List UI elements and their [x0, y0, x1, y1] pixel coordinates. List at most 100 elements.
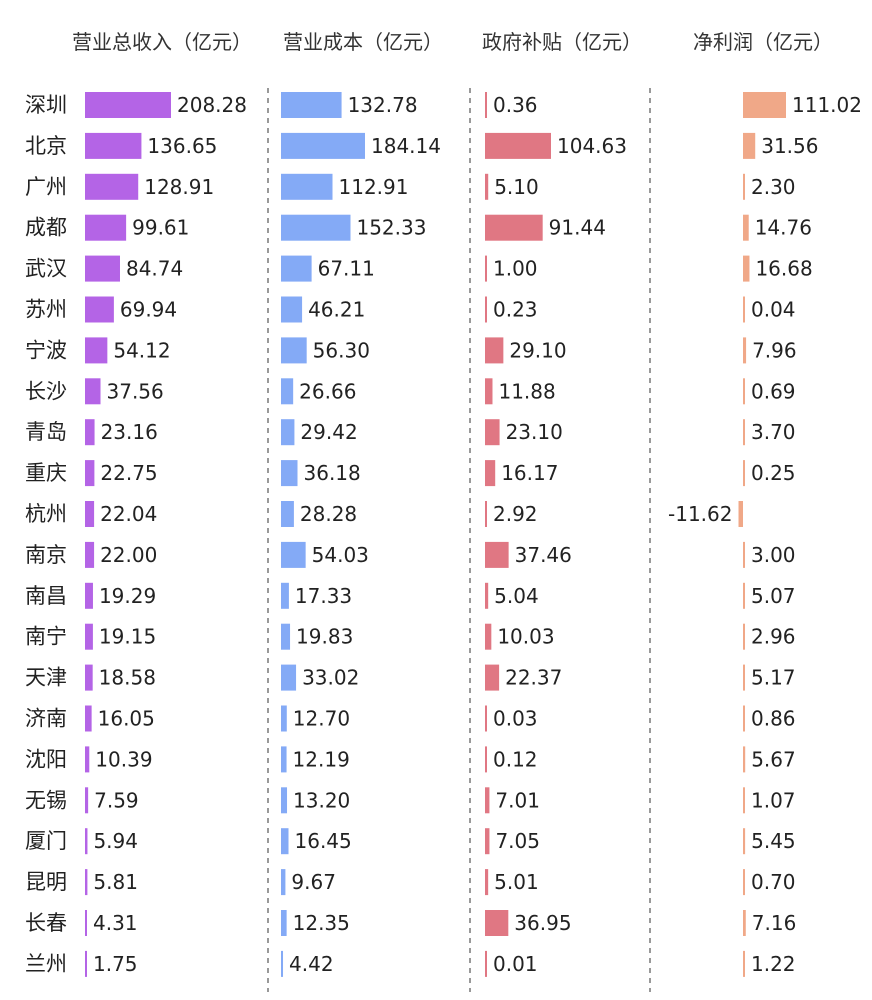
data-label-series-1: 19.29	[99, 584, 156, 608]
bar-series-2	[281, 664, 297, 691]
bar-series-3	[485, 664, 500, 691]
data-label-series-3: 36.95	[514, 911, 571, 935]
bar-series-1	[85, 828, 88, 855]
bar-series-4	[743, 296, 745, 323]
data-label-series-2: 184.14	[371, 134, 441, 158]
bar-series-1	[85, 746, 90, 773]
data-label-series-1: 18.58	[99, 666, 156, 690]
bar-series-3	[485, 92, 487, 118]
data-label-series-1: 22.00	[100, 543, 157, 567]
data-label-series-3: 0.01	[493, 952, 538, 976]
bar-series-2	[281, 623, 291, 650]
data-label-series-4: 16.68	[755, 257, 812, 281]
data-label-series-3: 23.10	[506, 420, 563, 444]
data-label-series-2: 33.02	[302, 666, 359, 690]
bar-series-4	[743, 255, 750, 282]
bar-series-4	[743, 541, 745, 568]
bar-series-2	[281, 705, 287, 732]
data-label-series-2: 12.35	[293, 911, 350, 935]
bar-series-3	[485, 582, 489, 609]
bar-series-1	[85, 664, 93, 691]
bar-series-2	[281, 460, 298, 487]
data-label-series-2: 56.30	[313, 338, 370, 362]
city-label: 南昌	[25, 584, 67, 608]
bar-series-2	[281, 787, 288, 814]
bar-series-4	[743, 705, 745, 732]
bar-series-1	[85, 869, 88, 896]
data-label-series-1: 19.15	[99, 625, 156, 649]
bar-series-4	[743, 869, 745, 896]
data-label-series-1: 69.94	[120, 298, 177, 322]
data-label-series-4: 14.76	[755, 216, 812, 240]
bar-series-4	[743, 623, 745, 650]
data-label-series-2: 17.33	[295, 584, 352, 608]
bar-series-2	[281, 296, 303, 323]
data-label-series-2: 13.20	[293, 788, 350, 812]
data-label-series-4: 0.86	[751, 707, 796, 731]
data-label-series-3: 10.03	[497, 625, 554, 649]
data-label-series-3: 11.88	[498, 379, 555, 403]
city-label: 长春	[25, 911, 67, 935]
data-label-series-2: 9.67	[291, 870, 336, 894]
bar-series-1	[85, 132, 142, 159]
city-label: 宁波	[25, 338, 67, 362]
data-label-series-2: 112.91	[339, 175, 409, 199]
bar-series-4	[743, 460, 745, 487]
data-label-series-2: 12.70	[293, 707, 350, 731]
data-label-series-3: 0.23	[493, 298, 538, 322]
bar-series-2	[281, 92, 342, 118]
data-label-series-1: 5.81	[93, 870, 138, 894]
data-label-series-2: 28.28	[300, 502, 357, 526]
bar-series-3	[485, 337, 504, 364]
bar-series-2	[281, 869, 286, 896]
bar-series-1	[85, 541, 95, 568]
data-label-series-3: 22.37	[505, 666, 562, 690]
data-label-series-4: 5.07	[751, 584, 796, 608]
bar-series-1	[85, 705, 92, 732]
bar-series-4	[743, 787, 745, 814]
bar-series-1	[85, 378, 101, 405]
data-label-series-4: 0.25	[751, 461, 796, 485]
bar-series-2	[281, 378, 294, 405]
data-label-series-2: 36.18	[304, 461, 361, 485]
bar-series-4	[743, 173, 745, 200]
data-label-series-4: 0.04	[751, 298, 796, 322]
data-label-series-4: 1.22	[751, 952, 796, 976]
data-label-series-3: 104.63	[557, 134, 627, 158]
city-label: 南宁	[25, 625, 67, 649]
data-label-series-3: 7.01	[495, 788, 540, 812]
bar-series-4	[738, 501, 743, 527]
bar-series-4	[743, 582, 745, 609]
data-label-series-2: 152.33	[356, 216, 426, 240]
city-label: 昆明	[25, 870, 67, 894]
bar-series-4	[743, 746, 746, 773]
data-label-series-2: 29.42	[300, 420, 357, 444]
data-label-series-2: 54.03	[312, 543, 369, 567]
bar-series-4	[743, 950, 745, 977]
data-label-series-3: 1.00	[493, 257, 538, 281]
series-header-3: 政府补贴（亿元）	[482, 30, 642, 54]
bar-series-3	[485, 828, 490, 855]
data-label-series-1: 128.91	[144, 175, 214, 199]
data-label-series-1: 1.75	[93, 952, 138, 976]
data-label-series-3: 2.92	[493, 502, 538, 526]
bar-series-1	[85, 910, 87, 936]
bar-series-1	[85, 173, 139, 200]
data-label-series-4: -11.62	[668, 502, 732, 526]
data-label-series-4: 5.45	[751, 829, 796, 853]
data-label-series-1: 37.56	[107, 379, 164, 403]
bar-series-3	[485, 541, 509, 568]
bar-series-3	[485, 173, 489, 200]
bar-series-2	[281, 828, 289, 855]
data-label-series-2: 16.45	[295, 829, 352, 853]
data-label-series-1: 99.61	[132, 216, 189, 240]
data-label-series-1: 54.12	[113, 338, 170, 362]
series-header-1: 营业总收入（亿元）	[72, 30, 252, 54]
bar-series-1	[85, 787, 89, 814]
bar-series-4	[743, 378, 745, 405]
city-label: 厦门	[25, 829, 67, 853]
bar-series-3	[485, 787, 490, 814]
bar-series-2	[281, 501, 294, 527]
bar-series-1	[85, 296, 114, 323]
